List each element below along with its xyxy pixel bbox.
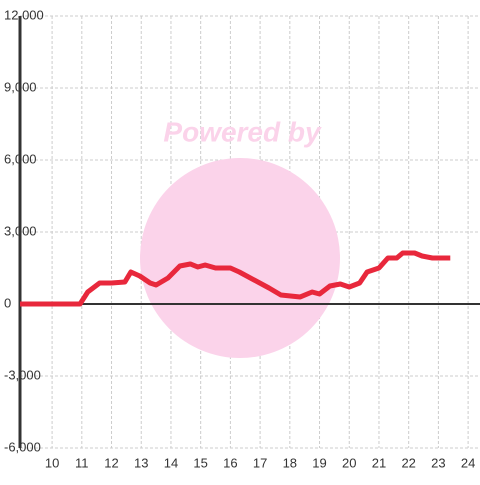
x-tick-label: 20 bbox=[342, 455, 356, 470]
y-tick-label: -3,000 bbox=[4, 367, 41, 382]
x-tick-label: 19 bbox=[312, 455, 326, 470]
x-tick-label: 21 bbox=[372, 455, 386, 470]
x-tick-label: 17 bbox=[253, 455, 267, 470]
x-tick-label: 23 bbox=[431, 455, 445, 470]
x-tick-label: 22 bbox=[401, 455, 415, 470]
watermark-text: Powered by bbox=[163, 116, 322, 147]
x-tick-label: 15 bbox=[193, 455, 207, 470]
x-tick-label: 10 bbox=[45, 455, 59, 470]
x-tick-label: 11 bbox=[75, 455, 89, 470]
x-tick-label: 12 bbox=[104, 455, 118, 470]
x-tick-label: 16 bbox=[223, 455, 237, 470]
y-tick-label: 12,000 bbox=[4, 7, 44, 22]
watermark-logo bbox=[140, 158, 340, 358]
data-line bbox=[20, 250, 451, 307]
x-tick-label: 13 bbox=[134, 455, 148, 470]
x-tick-label: 24 bbox=[461, 455, 475, 470]
y-tick-label: -6,000 bbox=[4, 439, 41, 454]
x-tick-label: 18 bbox=[283, 455, 297, 470]
x-tick-label: 14 bbox=[164, 455, 178, 470]
y-tick-label: 0 bbox=[4, 295, 11, 310]
